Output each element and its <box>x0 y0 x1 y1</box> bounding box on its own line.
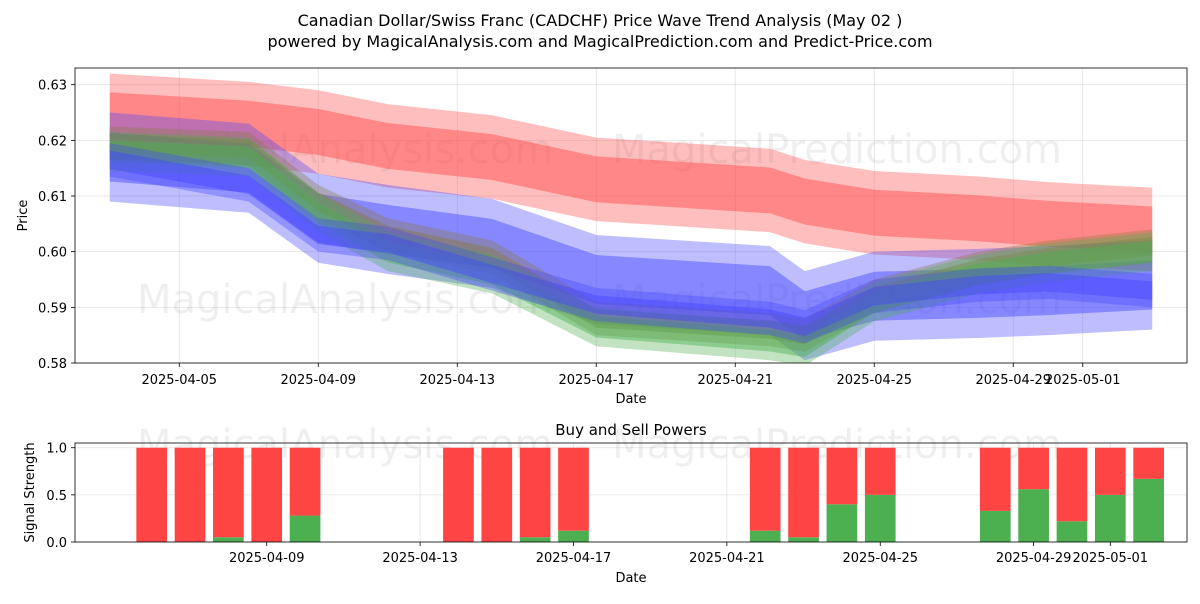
signal-y-tick-label: 0.0 <box>46 536 67 551</box>
price-y-axis-label: Price <box>16 200 31 232</box>
buy-bar <box>749 530 781 542</box>
price-band-blue-1-outer <box>109 112 1153 361</box>
sell-bar <box>1094 447 1126 495</box>
price-x-tick-label: 2025-04-05 <box>141 373 217 388</box>
price-x-tick-label: 2025-05-01 <box>1045 373 1121 388</box>
price-bands <box>109 73 1153 363</box>
signal-x-tick-label: 2025-04-17 <box>536 551 612 566</box>
sell-bar <box>1056 447 1088 522</box>
sell-bar <box>558 447 589 531</box>
price-x-tick-label: 2025-04-29 <box>975 373 1051 388</box>
sell-bar <box>864 447 896 495</box>
signal-x-tick-label: 2025-04-09 <box>229 551 305 566</box>
price-band-green-3-inner <box>109 140 1153 358</box>
buy-bar <box>788 537 819 542</box>
sell-bar <box>519 447 551 538</box>
price-band-green-3-outer <box>109 132 1153 363</box>
watermark: MagicalPrediction.com <box>612 277 1062 323</box>
buy-bar <box>1056 521 1088 542</box>
buy-bar <box>558 530 589 542</box>
sell-bar <box>443 447 474 542</box>
sell-bar <box>213 447 244 538</box>
price-band-blue-4-outer <box>109 143 1153 344</box>
sell-bar <box>1133 447 1164 479</box>
price-x-tick-label: 2025-04-25 <box>836 373 912 388</box>
buy-bar <box>826 504 858 542</box>
signal-panel: 2025-04-09 2025-04-13 2025-04-17 2025-04-21… <box>23 421 1188 586</box>
watermark: MagicalPrediction.com <box>612 127 1062 173</box>
watermark: MagicalAnalysis.com <box>137 127 553 173</box>
price-x-tick-label: 2025-04-17 <box>558 373 634 388</box>
buy-bar <box>1094 494 1126 542</box>
sell-bar <box>826 447 858 505</box>
price-band-olive-2-outer <box>109 126 1153 352</box>
sell-bar <box>979 447 1011 511</box>
signal-x-axis-label: Date <box>615 571 646 586</box>
price-x-axis-label: Date <box>615 392 646 407</box>
chart-title-line1: Canadian Dollar/Swiss Franc (CADCHF) Pri… <box>298 11 903 30</box>
price-plot-frame <box>74 67 1188 364</box>
price-x-tick-label: 2025-04-21 <box>697 373 773 388</box>
price-x-tick-label: 2025-04-13 <box>419 373 495 388</box>
price-y-tick-label: 0.60 <box>38 246 67 261</box>
watermark: MagicalAnalysis.com <box>137 277 553 323</box>
signal-plot-frame <box>74 442 1188 543</box>
price-band-blue-4-inner <box>109 150 1153 337</box>
signal-panel-title: Buy and Sell Powers <box>555 421 707 439</box>
price-band-red-0-inner <box>109 92 1153 253</box>
signal-x-tick-label: 2025-04-25 <box>842 551 918 566</box>
price-band-red-0-outer <box>109 73 1153 272</box>
signal-y-axis-label: Signal Strength <box>23 442 38 542</box>
signal-y-tick-label: 1.0 <box>46 442 67 457</box>
sell-bar <box>136 447 168 542</box>
price-panel: 2025-04-05 2025-04-09 2025-04-13 2025-04-17… <box>16 67 1188 407</box>
sell-bar <box>788 447 819 538</box>
price-y-tick-label: 0.62 <box>38 134 67 149</box>
price-y-tick-label: 0.58 <box>38 357 67 372</box>
signal-x-tick-label: 2025-05-01 <box>1073 551 1149 566</box>
signal-y-tick-label: 0.5 <box>46 489 67 504</box>
buy-bar <box>519 537 551 542</box>
buy-bar <box>213 537 244 542</box>
chart-title-line2: powered by MagicalAnalysis.com and Magic… <box>267 32 932 51</box>
price-y-tick-label: 0.63 <box>38 79 67 94</box>
price-x-tick-label: 2025-04-09 <box>280 373 356 388</box>
sell-bar <box>289 447 321 516</box>
price-y-tick-label: 0.59 <box>38 301 67 316</box>
sell-bar <box>481 447 513 542</box>
signal-x-tick-label: 2025-04-21 <box>689 551 765 566</box>
signal-x-tick-label: 2025-04-29 <box>996 551 1072 566</box>
price-y-tick-label: 0.61 <box>38 190 67 205</box>
buy-bar <box>864 494 896 542</box>
price-band-blue-1-inner <box>109 132 1153 341</box>
buy-bar <box>289 515 321 542</box>
sell-bar <box>174 447 206 542</box>
sell-bar <box>749 447 781 531</box>
signal-x-tick-label: 2025-04-13 <box>382 551 458 566</box>
price-band-olive-2-inner <box>109 133 1153 345</box>
buy-bar <box>1133 478 1164 542</box>
buy-bar <box>1018 489 1049 542</box>
sell-bar <box>1018 447 1049 490</box>
sell-bar <box>251 447 283 542</box>
buy-bar <box>979 510 1011 542</box>
